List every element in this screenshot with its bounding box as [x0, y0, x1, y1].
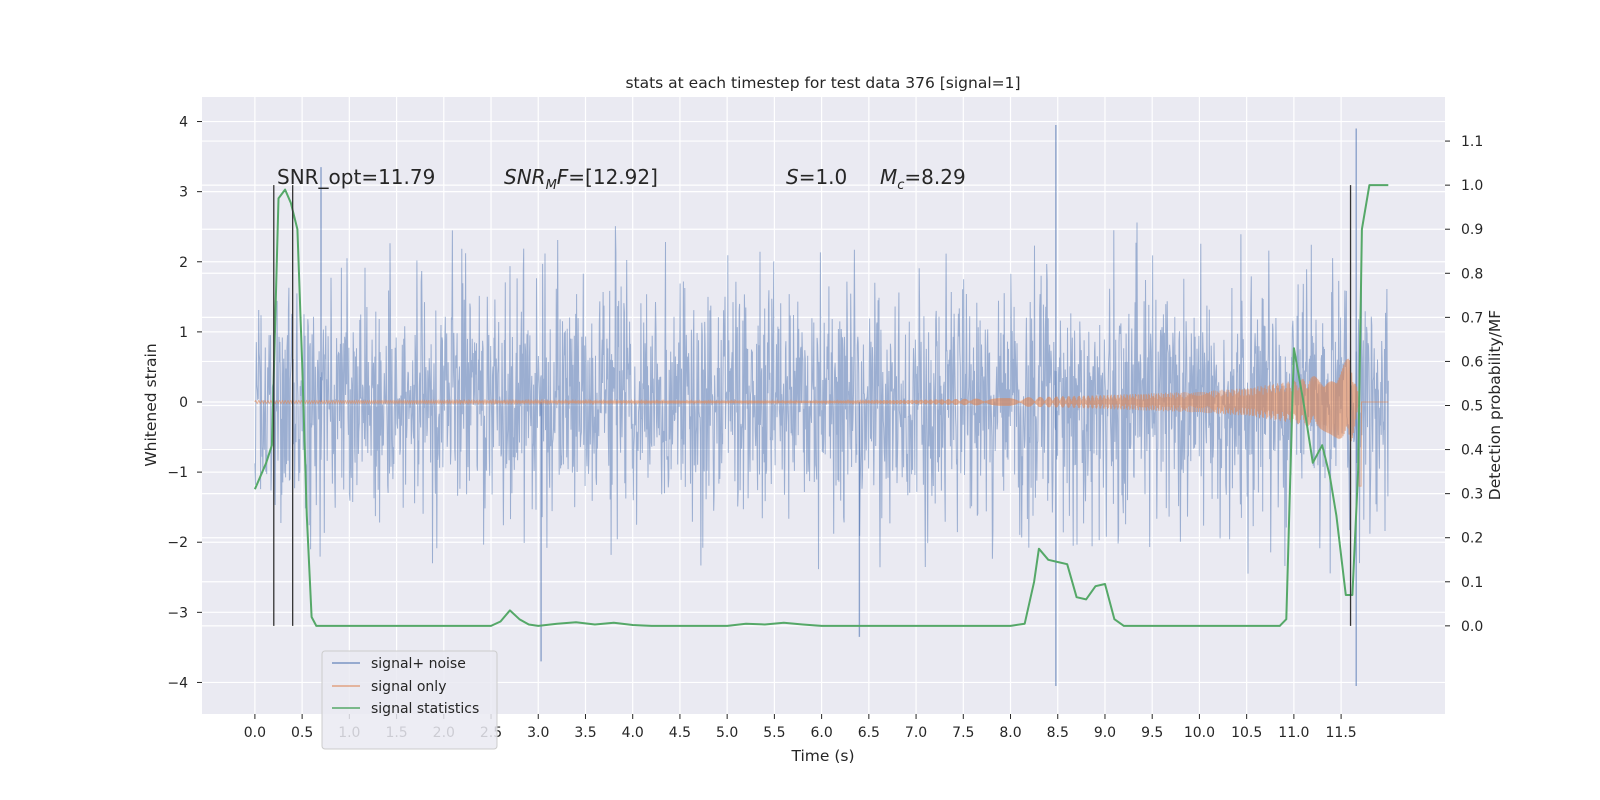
x-tick-label: 7.0 — [905, 725, 927, 741]
annotation-snr-mf: SNRMF=[12.92] — [504, 165, 658, 193]
y-tick-label-right: 0.5 — [1461, 399, 1483, 415]
legend-label-signal-statistics: signal statistics — [371, 701, 479, 717]
x-tick-label: 4.0 — [622, 725, 644, 741]
x-tick-label: 10.5 — [1231, 725, 1262, 741]
y-tick-label-left: −2 — [167, 535, 188, 551]
series-signal-noise-line — [254, 222, 1389, 574]
annotation-snr-opt: SNR_opt=11.79 — [277, 165, 435, 189]
y-tick-label-right: 0.4 — [1461, 443, 1483, 459]
y-axis-label-left: Whitened strain — [142, 343, 160, 466]
x-tick-label: 4.5 — [669, 725, 691, 741]
x-tick-label: 8.0 — [999, 725, 1021, 741]
y-tick-label-left: 1 — [179, 325, 188, 341]
series-signal-only-line — [254, 358, 1389, 487]
x-tick-label: 7.5 — [952, 725, 974, 741]
y-tick-label-right: 0.0 — [1461, 619, 1483, 635]
x-tick-label: 8.5 — [1047, 725, 1069, 741]
x-tick-label: 3.0 — [527, 725, 549, 741]
series-layer — [253, 125, 1389, 686]
y-tick-label-left: 3 — [179, 185, 188, 201]
y-tick-label-right: 0.3 — [1461, 487, 1483, 503]
y-tick-label-left: 0 — [179, 395, 188, 411]
x-tick-label: 11.0 — [1278, 725, 1309, 741]
legend-label-signal-only: signal only — [371, 679, 446, 695]
series-signal-statistics-line — [253, 184, 1389, 627]
y-tick-label-left: −4 — [167, 675, 188, 691]
x-tick-label: 5.0 — [716, 725, 738, 741]
annotation-s: S=1.0 — [786, 165, 847, 189]
y-tick-label-right: 0.2 — [1461, 531, 1483, 547]
x-tick-label: 6.0 — [810, 725, 832, 741]
x-tick-label: 6.5 — [858, 725, 880, 741]
x-tick-label: 0.0 — [244, 725, 266, 741]
y-tick-label-left: 2 — [179, 255, 188, 271]
chart-title: stats at each timestep for test data 376… — [625, 74, 1020, 92]
x-tick-label: 9.5 — [1141, 725, 1163, 741]
x-tick-label: 3.5 — [574, 725, 596, 741]
y-tick-label-right: 0.7 — [1461, 310, 1483, 326]
x-tick-label: 10.0 — [1184, 725, 1215, 741]
y-tick-label-right: 0.9 — [1461, 222, 1483, 238]
legend-label-signal-noise: signal+ noise — [371, 656, 466, 672]
y-tick-label-right: 0.6 — [1461, 354, 1483, 370]
x-tick-label: 11.5 — [1326, 725, 1357, 741]
x-tick-label: 9.0 — [1094, 725, 1116, 741]
legend-box — [321, 650, 498, 750]
x-tick-label: 0.5 — [291, 725, 313, 741]
y-axis-label-right: Detection probability/MF — [1486, 310, 1504, 501]
y-tick-label-right: 1.0 — [1461, 178, 1483, 194]
annotation-mc: Mc=8.29 — [880, 165, 966, 193]
y-tick-label-left: −1 — [167, 465, 188, 481]
y-tick-label-left: 4 — [179, 115, 188, 131]
y-tick-label-left: −3 — [167, 605, 188, 621]
y-tick-label-right: 0.8 — [1461, 266, 1483, 282]
vertical-markers — [273, 185, 1352, 626]
legend: signal+ noise signal only signal statist… — [321, 650, 498, 750]
y-tick-label-right: 0.1 — [1461, 575, 1483, 591]
x-axis-label: Time (s) — [790, 747, 854, 765]
y-tick-label-right: 1.1 — [1461, 134, 1483, 150]
x-tick-label: 5.5 — [763, 725, 785, 741]
